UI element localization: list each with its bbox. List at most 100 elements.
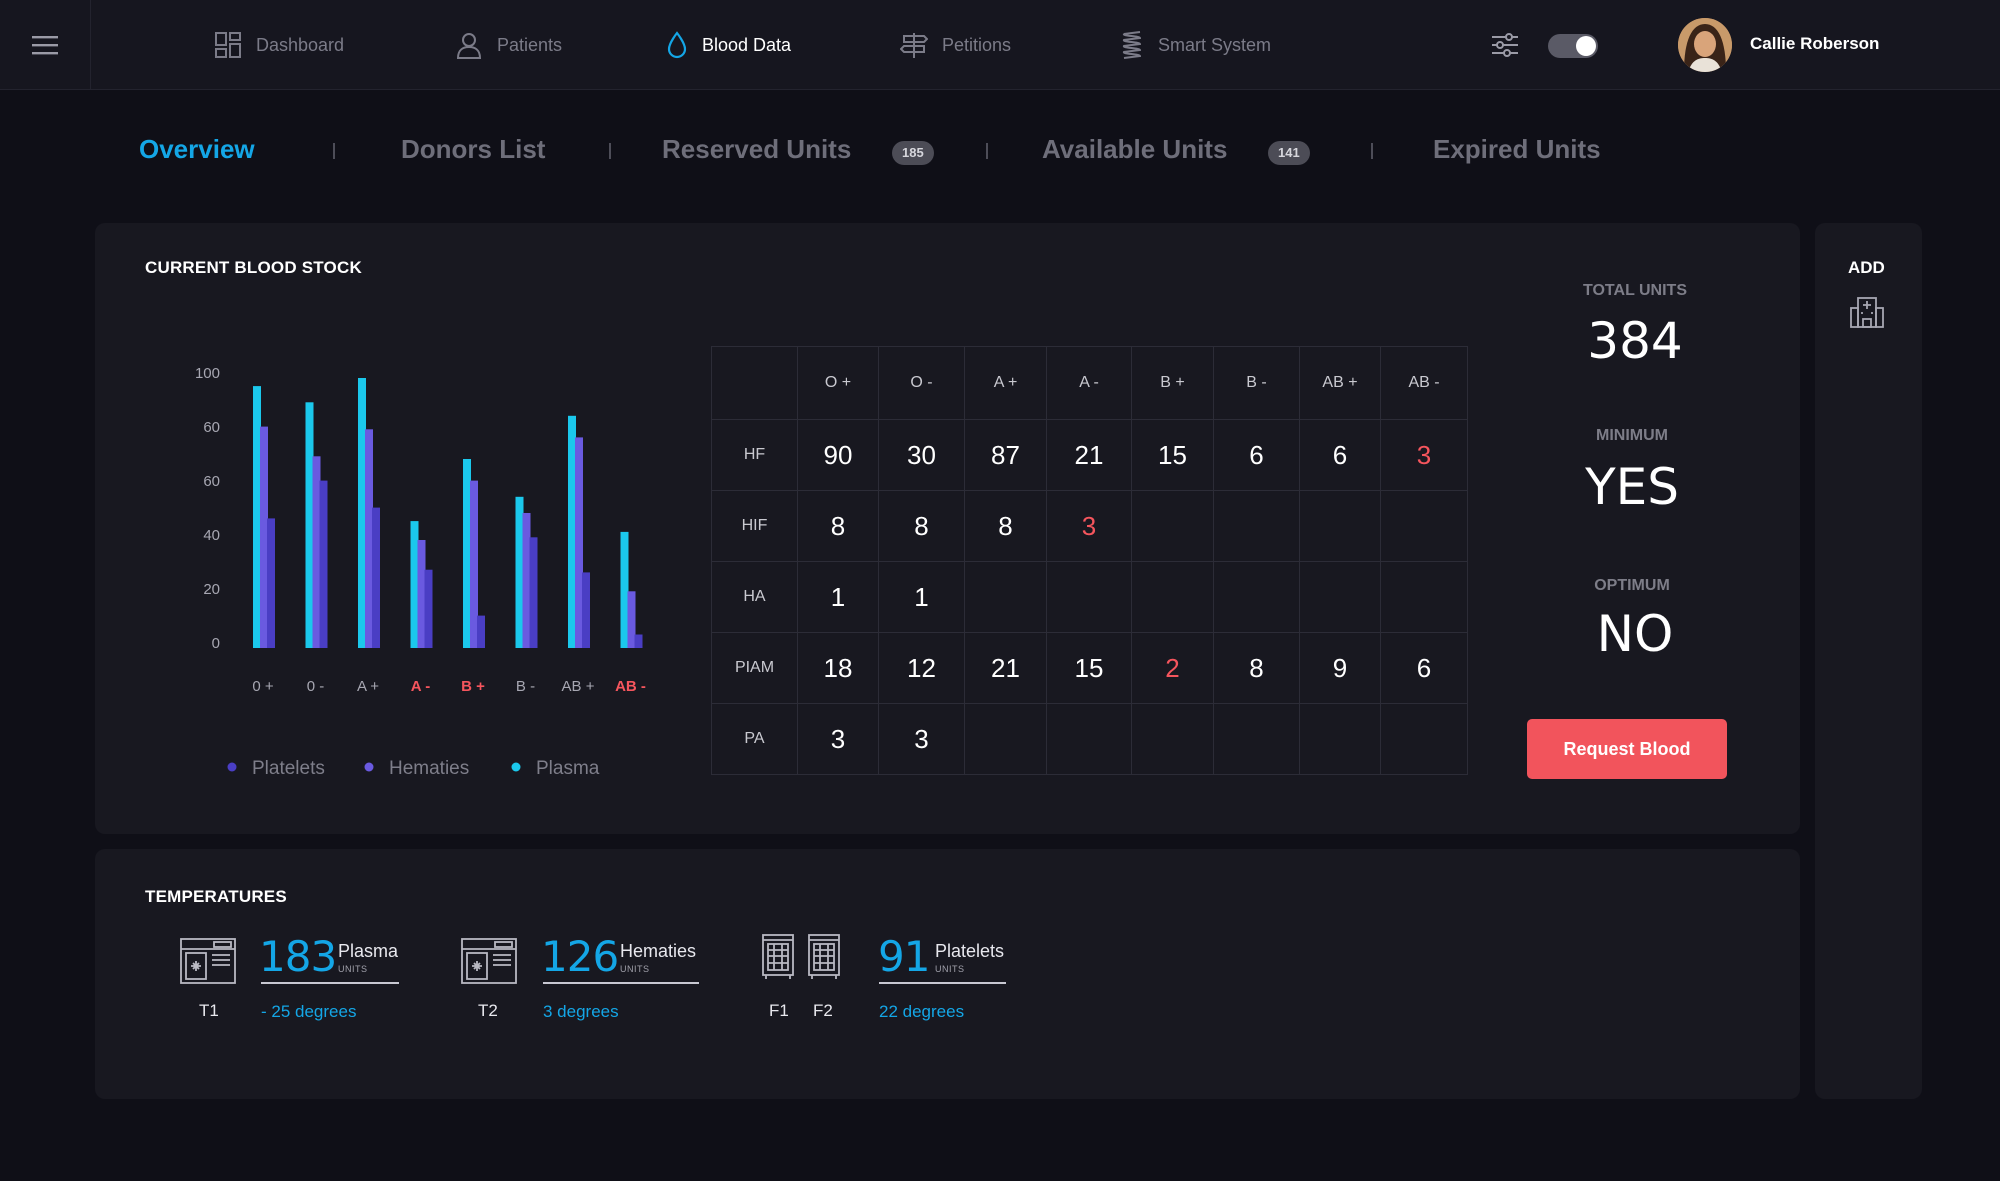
freezer-icon	[180, 938, 236, 984]
coil-icon	[1122, 31, 1142, 59]
bar-plasma	[463, 459, 471, 648]
table-cell	[1131, 703, 1214, 775]
device-label: T2	[478, 1001, 498, 1020]
tab-expired-units[interactable]: Expired Units	[1433, 134, 1601, 164]
optimum-value: NO	[1596, 605, 1674, 663]
table-cell	[964, 703, 1047, 775]
bar-hematies	[365, 429, 373, 648]
table-cell: 9	[1299, 632, 1381, 704]
table-cell: 2	[1131, 632, 1214, 704]
temp-underline	[543, 982, 699, 984]
tab-available-units[interactable]: Available Units	[1042, 134, 1228, 164]
bar-plasma	[305, 402, 314, 648]
table-cell: 3	[1380, 419, 1468, 491]
nav-item-patients[interactable]: Patients	[455, 0, 562, 90]
bar-platelets	[477, 615, 485, 648]
temp-underline	[879, 982, 1006, 984]
bar-plasma	[620, 531, 629, 648]
table-cell: 8	[878, 490, 965, 562]
bar-platelets	[582, 572, 590, 648]
nav-item-dashboard[interactable]: Dashboard	[214, 0, 344, 90]
tab-reserved-units[interactable]: Reserved Units	[662, 134, 852, 164]
avatar[interactable]	[1678, 18, 1732, 72]
device-label: T1	[199, 1001, 219, 1020]
column-header: A -	[1046, 346, 1132, 420]
table-cell	[1046, 561, 1132, 633]
nav-item-petitions[interactable]: Petitions	[900, 0, 1011, 90]
x-tick-label: 0 -	[307, 678, 325, 695]
temp-degrees: 3 degrees	[543, 1002, 619, 1021]
bar-platelets	[372, 507, 380, 648]
nav-item-label: Dashboard	[256, 34, 345, 55]
bar-plasma	[515, 496, 524, 648]
device-label: F2	[813, 1001, 833, 1020]
available-units-badge: 141	[1268, 141, 1310, 165]
blood-stock-table: O + O -A + A -B + B - AB + AB - HF 90 30 87 21 15 6 6…	[711, 346, 1468, 775]
x-tick-label: AB +	[562, 678, 595, 695]
row-header: HIF	[711, 490, 798, 562]
table-cell: 90	[797, 419, 879, 491]
request-blood-button[interactable]: Request Blood	[1527, 719, 1727, 779]
grid-icon	[215, 32, 241, 58]
tab-donors-list[interactable]: Donors List	[401, 134, 546, 164]
table-cell	[1380, 703, 1468, 775]
table-cell	[1299, 703, 1381, 775]
temp-units: UNITS	[935, 964, 965, 974]
table-cell: 6	[1299, 419, 1381, 491]
row-header: HF	[711, 419, 798, 491]
bar-hematies	[417, 540, 426, 648]
temp-units: UNITS	[620, 964, 650, 974]
temp-degrees: 22 degrees	[879, 1002, 965, 1021]
x-tick-label: B +	[461, 678, 485, 695]
bar-plasma	[568, 415, 576, 648]
freezer-icon	[461, 938, 517, 984]
fridge-icon	[808, 934, 840, 979]
y-tick-label: 60	[203, 419, 220, 436]
nav-item-label: Patients	[497, 34, 563, 55]
temp-number: 183	[259, 932, 337, 981]
temp-number: 126	[541, 932, 619, 981]
tab-divider	[333, 143, 335, 159]
optimum-label: OPTIMUM	[1594, 577, 1670, 594]
minimum-value: YES	[1585, 458, 1679, 516]
table-cell: 8	[797, 490, 879, 562]
column-header: AB -	[1380, 346, 1468, 420]
nav-item-label: Smart System	[1158, 34, 1272, 55]
menu-button[interactable]	[0, 0, 91, 90]
toggle-knob	[1576, 36, 1596, 56]
table-cell: 15	[1046, 632, 1132, 704]
bar-platelets	[267, 518, 275, 648]
tab-overview[interactable]: Overview	[139, 134, 255, 164]
table-cell: 12	[878, 632, 965, 704]
hospital-icon[interactable]	[1850, 292, 1884, 328]
panel-title: TEMPERATURES	[145, 887, 287, 906]
minimum-label: MINIMUM	[1596, 427, 1668, 444]
user-name[interactable]: Callie Roberson	[1750, 34, 1880, 53]
filter-settings-icon[interactable]	[1490, 30, 1520, 60]
legend-marker	[227, 762, 237, 772]
nav-item-blood-data[interactable]: Blood Data	[666, 0, 791, 90]
top-navigation-bar: Dashboard Patients Blood Data Petitions …	[0, 0, 2000, 90]
temp-degrees: - 25 degrees	[261, 1002, 357, 1021]
bar-plasma	[410, 521, 419, 648]
nav-item-label: Petitions	[942, 34, 1012, 55]
table-row: PIAM 18 12 21 15 2 8 9 6	[711, 632, 1468, 704]
bar-hematies	[575, 437, 583, 648]
theme-toggle[interactable]	[1548, 34, 1598, 58]
table-corner-cell	[711, 346, 798, 420]
bar-plasma	[253, 386, 261, 648]
table-cell	[964, 561, 1047, 633]
table-cell: 8	[1213, 632, 1300, 704]
device-label: F1	[769, 1001, 789, 1020]
column-header: A +	[964, 346, 1047, 420]
legend-marker	[511, 762, 521, 772]
table-cell: 3	[1046, 490, 1132, 562]
legend-marker	[364, 762, 374, 772]
legend-label: Plasma	[536, 758, 600, 779]
user-icon	[456, 33, 482, 59]
nav-item-smart-system[interactable]: Smart System	[1120, 0, 1271, 90]
bar-hematies	[522, 513, 531, 648]
column-header: B +	[1131, 346, 1214, 420]
blood-drop-icon	[667, 31, 687, 59]
blood-stock-bar-chart: 100 60 60 40 20 0 0 + 0 - A + A - B + B - AB + AB - Pl…	[195, 365, 646, 779]
